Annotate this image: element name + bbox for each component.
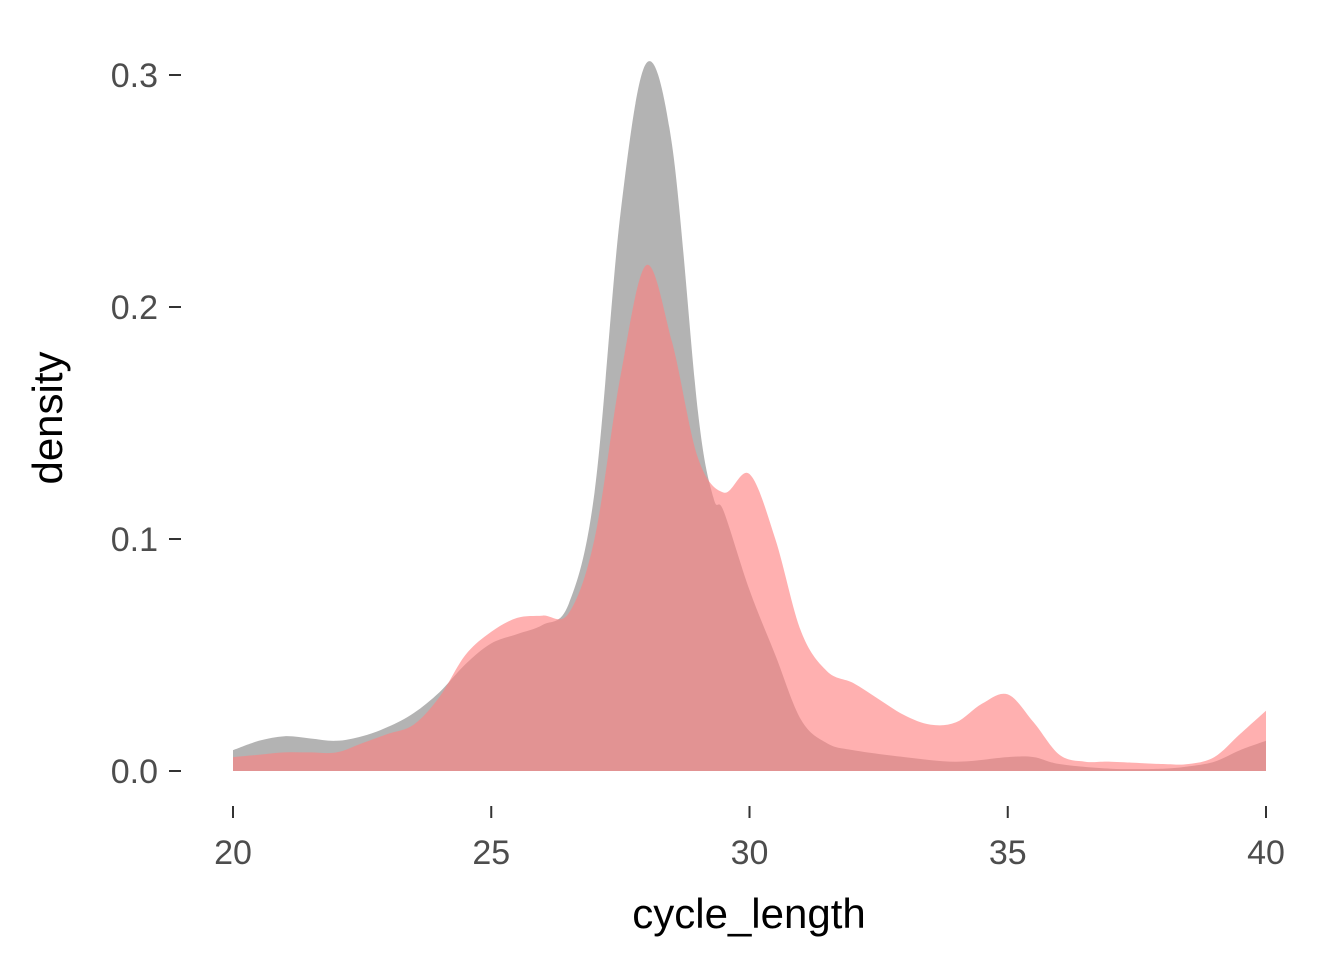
- density-areas: [233, 61, 1266, 771]
- x-tick-label: 40: [1247, 834, 1285, 872]
- y-tick-label: 0.0: [111, 753, 158, 791]
- y-axis-title: density: [24, 351, 71, 484]
- density-area-2: [233, 264, 1266, 771]
- x-axis-title: cycle_length: [632, 890, 865, 937]
- x-tick-label: 20: [214, 834, 252, 872]
- x-tick-label: 25: [472, 834, 510, 872]
- y-tick-label: 0.3: [111, 57, 158, 95]
- x-axis: 20 25 30 35 40: [214, 806, 1285, 872]
- y-tick-label: 0.2: [111, 289, 158, 327]
- x-tick-label: 30: [731, 834, 769, 872]
- y-axis: 0.0 0.1 0.2 0.3: [111, 57, 181, 791]
- y-tick-label: 0.1: [111, 521, 158, 559]
- x-tick-label: 35: [989, 834, 1027, 872]
